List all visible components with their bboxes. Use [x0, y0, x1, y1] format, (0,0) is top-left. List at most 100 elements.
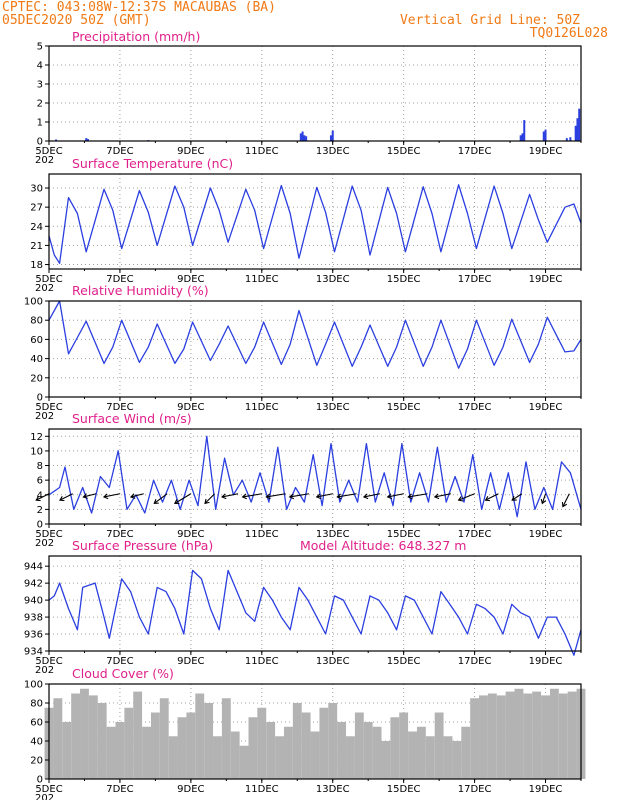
wind-arrow-head — [221, 493, 227, 500]
precip-bar — [329, 135, 332, 141]
y-tick-label: 4 — [37, 490, 43, 501]
cloud-bar — [53, 698, 63, 779]
panel-temp: 18 21 24 27 30 5DEC 7DEC 9DEC 11DEC 13DEC 15DEC 17D… — [30, 156, 582, 294]
x-tick-label: 13DEC — [316, 274, 350, 285]
cloud-bar — [275, 736, 284, 779]
y-tick-label: 60 — [30, 718, 43, 729]
cloud-bar — [62, 722, 72, 779]
wind-arrow-head — [407, 493, 413, 500]
header-date-line: 05DEC2020 50Z (GMT) — [2, 13, 151, 28]
cloud-bar — [177, 717, 187, 779]
header-vertical-grid-line: Vertical Grid Line: 50Z — [399, 13, 580, 28]
cloud-bar — [434, 712, 444, 779]
cloud-bar — [204, 703, 214, 779]
wind-arrow-head — [102, 493, 109, 500]
wind-arrow — [485, 493, 499, 501]
cloud-bar — [461, 726, 471, 779]
cloud-bar — [106, 726, 116, 779]
x-tick-label: 15DEC — [387, 656, 421, 667]
y-tick-label: 942 — [24, 579, 43, 590]
x-tick-label: 13DEC — [316, 402, 350, 413]
wind-arrow — [221, 493, 239, 498]
x-tick-label: 5DEC — [35, 146, 62, 157]
cloud-bar — [168, 736, 178, 779]
x-year-label: 202 — [35, 665, 54, 676]
y-tick-label: 100 — [24, 297, 43, 308]
y-tick-label: 60 — [30, 335, 43, 346]
wind-arrow-head — [511, 495, 517, 501]
cloud-bar — [337, 722, 347, 779]
y-tick-label: 3 — [37, 80, 43, 91]
wind-arrow — [130, 493, 144, 498]
wind-arrow — [204, 493, 216, 504]
panel-title: Cloud Cover (%) — [72, 666, 174, 681]
x-tick-label: 11DEC — [245, 656, 279, 667]
y-tick-label: 6 — [37, 476, 43, 487]
y-tick-label: 934 — [24, 647, 43, 658]
cloud-bar — [133, 691, 143, 779]
y-tick-label: 21 — [30, 241, 43, 252]
wind-arrow — [511, 493, 523, 501]
panel-title: Surface Wind (m/s) — [72, 411, 192, 426]
cloud-bar — [558, 693, 568, 779]
x-year-label: 202 — [35, 411, 54, 422]
x-tick-label: 11DEC — [245, 784, 279, 795]
x-tick-label: 5DEC — [35, 529, 62, 540]
x-tick-label: 19DEC — [529, 274, 563, 285]
wind-arrow-head — [433, 493, 440, 500]
cloud-bar — [319, 707, 329, 779]
y-tick-label: 20 — [30, 756, 43, 767]
wind-arrow — [289, 493, 310, 498]
cloud-bar — [514, 688, 524, 779]
x-tick-label: 7DEC — [106, 784, 133, 795]
wind-arrow-head — [288, 493, 295, 500]
wind-arrow-head — [336, 493, 342, 500]
cloud-bar — [328, 703, 338, 779]
cloud-bar — [159, 698, 169, 779]
cloud-bar — [97, 703, 107, 779]
y-tick-label: 940 — [24, 596, 43, 607]
y-tick-label: 0 — [37, 775, 43, 786]
y-tick-label: 0 — [37, 137, 43, 148]
wind-arrow — [153, 493, 168, 504]
precip-bar — [544, 129, 547, 141]
wind-line — [48, 435, 582, 518]
x-year-label: 202 — [35, 155, 54, 166]
cloud-bar — [443, 736, 453, 779]
cloud-bar — [257, 707, 267, 779]
y-tick-label: 100 — [24, 680, 43, 691]
cloud-bar — [381, 741, 391, 779]
precip-bar — [55, 139, 58, 141]
wind-arrow — [59, 493, 74, 501]
y-tick-label: 12 — [30, 432, 43, 443]
cloud-bar — [88, 695, 98, 779]
x-tick-label: 17DEC — [458, 146, 492, 157]
panel-pres: 934 936 938 940 942 944 5DEC 7DEC 9DEC 11DEC 13DEC… — [24, 538, 582, 676]
precip-bar — [301, 131, 304, 141]
cloud-bar — [399, 712, 409, 779]
x-tick-label: 19DEC — [529, 784, 563, 795]
model-altitude-label: Model Altitude: 648.327 m — [300, 538, 466, 553]
panel-wind: 0 2 4 6 8 10 12 5DEC 7DEC 9DEC 11DEC 13DEC 15DEC 17DE… — [30, 411, 582, 549]
wind-arrow — [266, 493, 286, 498]
x-tick-label: 11DEC — [245, 274, 279, 285]
precip-bar — [576, 118, 579, 141]
wind-arrow — [83, 493, 97, 498]
cloud-bar — [363, 722, 373, 779]
wind-arrow-head — [129, 493, 136, 499]
cloud-bar — [408, 731, 417, 779]
cloud-bar — [80, 688, 89, 779]
x-tick-label: 13DEC — [316, 784, 350, 795]
precip-bar — [305, 136, 308, 141]
cloud-bar — [372, 726, 382, 779]
y-tick-label: 944 — [24, 562, 43, 573]
y-tick-label: 24 — [30, 222, 43, 233]
panel-rh: 0 20 40 60 80 100 5DEC 7DEC 9DEC 11DEC 13DEC 15DEC 1… — [24, 283, 582, 422]
panel-title: Relative Humidity (%) — [72, 283, 209, 298]
cloud-bar — [416, 726, 426, 779]
y-tick-label: 40 — [30, 737, 43, 748]
y-tick-label: 936 — [24, 630, 43, 641]
wind-arrow — [408, 493, 428, 498]
wind-arrow — [458, 493, 475, 501]
